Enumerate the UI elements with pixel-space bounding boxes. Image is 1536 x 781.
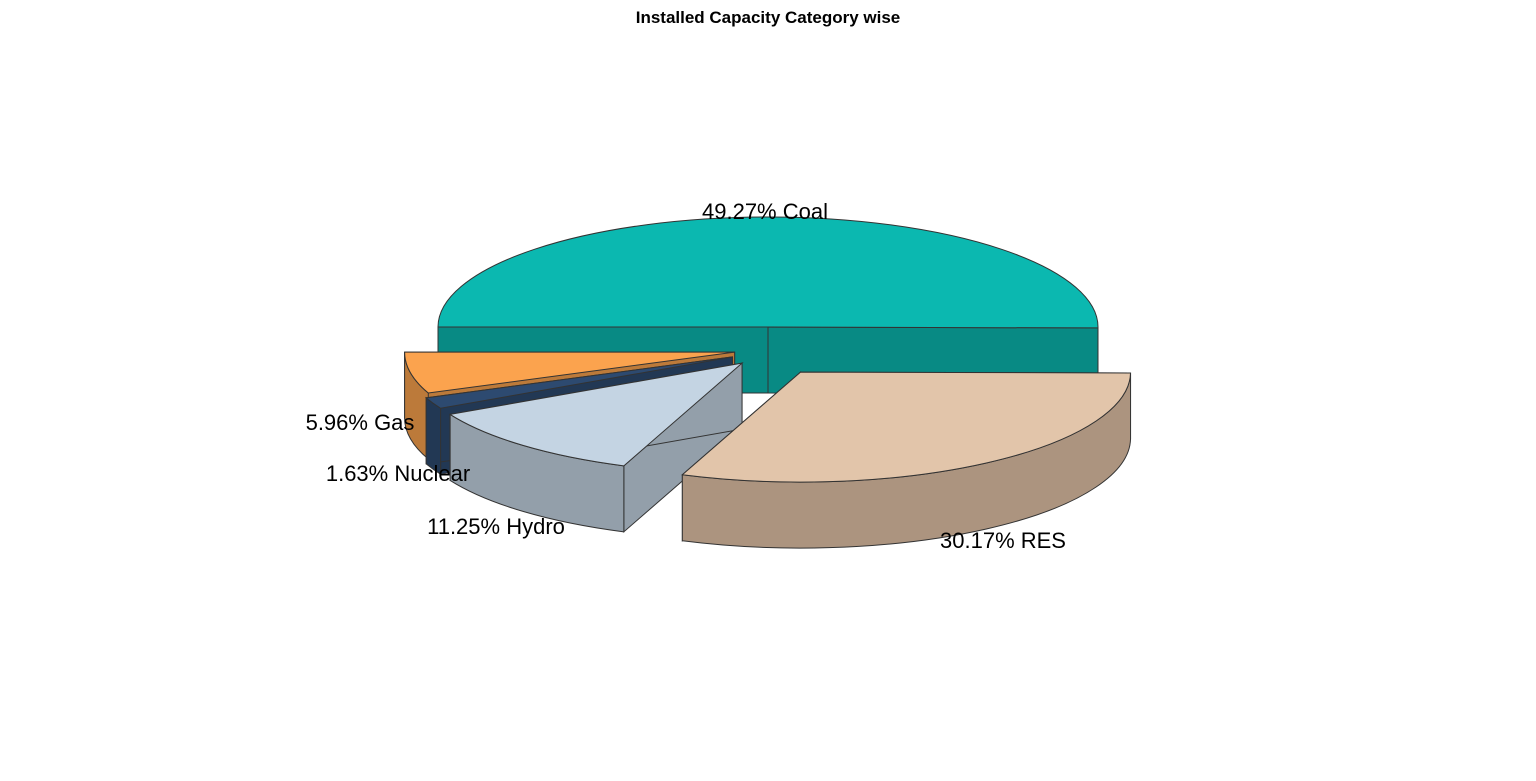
slices-layer — [404, 216, 1132, 549]
labels-layer: 49.27% Coal 30.17% RES 11.25% Hydro 1.63% N… — [306, 199, 1066, 553]
slice-top-res — [681, 371, 1132, 483]
slice-label-nuclear: 1.63% Nuclear — [326, 461, 470, 486]
pie-slice-res — [681, 370, 1132, 549]
slice-label-res: 30.17% RES — [940, 528, 1066, 553]
chart-title: Installed Capacity Category wise — [635, 8, 901, 27]
slice-top-gas — [404, 351, 735, 394]
slice-label-gas: 5.96% Gas — [306, 410, 415, 435]
slice-top-coal — [437, 216, 1099, 329]
slice-label-coal: 49.27% Coal — [702, 199, 828, 224]
slice-top-hydro — [448, 362, 744, 467]
pie-slice-hydro — [448, 362, 744, 533]
slice-label-hydro: 11.25% Hydro — [427, 514, 565, 539]
slice-top-nuclear — [424, 356, 733, 409]
